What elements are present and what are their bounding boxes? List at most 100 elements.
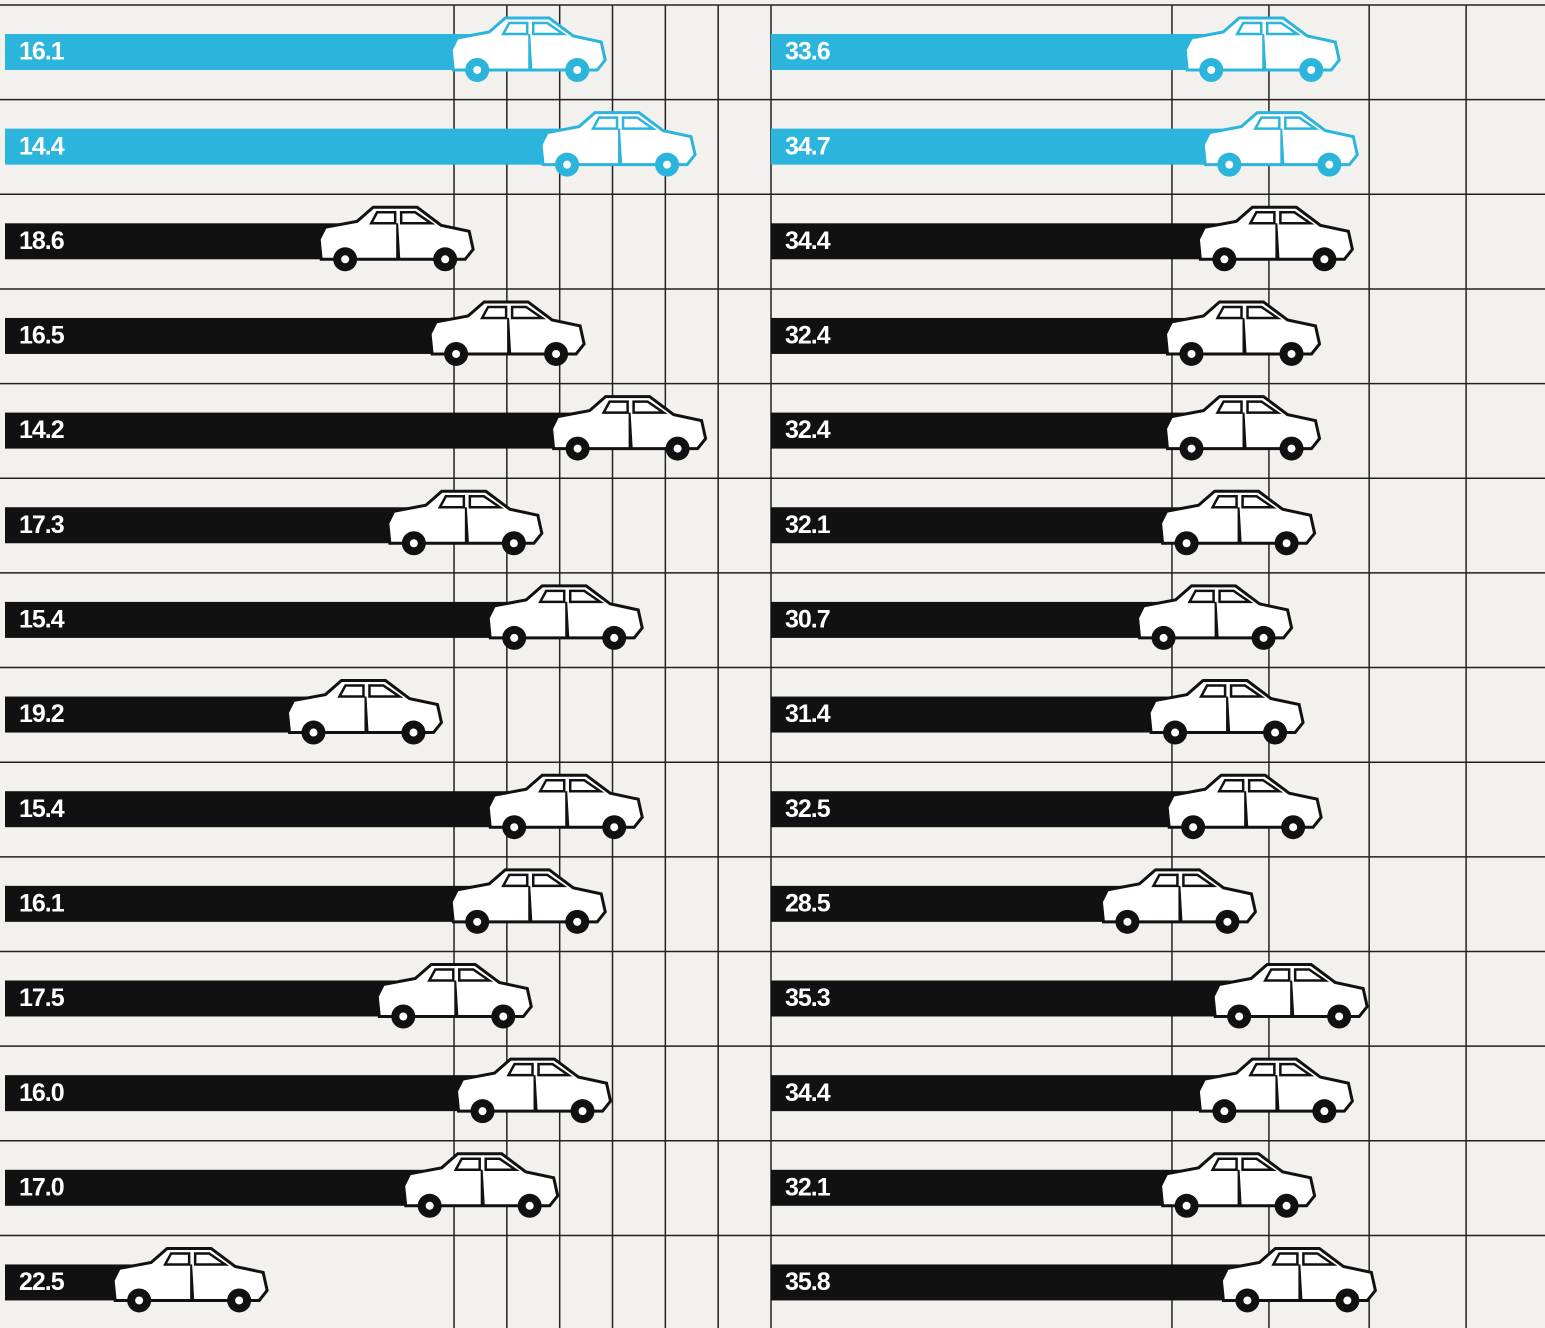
car-hub: [1320, 1107, 1328, 1115]
car-hub: [341, 255, 349, 263]
bar: [771, 207, 1352, 271]
car-hub: [1220, 1107, 1228, 1115]
car-hub: [1207, 66, 1215, 74]
bar-fill: [5, 318, 476, 354]
bar: [771, 965, 1367, 1029]
car-hub: [410, 539, 418, 547]
value-label: 32.4: [785, 416, 831, 444]
bar: [771, 1059, 1352, 1123]
bar-fill: [5, 34, 497, 70]
bar-fill: [771, 697, 1195, 733]
value-label: 15.4: [19, 606, 65, 634]
car-hub: [1288, 350, 1296, 358]
bar: [5, 207, 473, 271]
bar-fill: [5, 129, 587, 165]
value-label: 17.0: [19, 1173, 64, 1201]
car-hub: [235, 1296, 243, 1304]
bar: [771, 586, 1292, 650]
car-hub: [1243, 1296, 1251, 1304]
value-label: 14.4: [19, 132, 65, 160]
bar-fill: [771, 34, 1231, 70]
car-hub: [1189, 823, 1197, 831]
car-hub: [510, 823, 518, 831]
car-hub: [552, 350, 560, 358]
value-label: 28.5: [785, 889, 831, 917]
car-hub: [563, 161, 571, 169]
car-hub: [1271, 729, 1279, 737]
car-hub: [510, 539, 518, 547]
car-hub: [1183, 539, 1191, 547]
car-hub: [499, 1013, 507, 1021]
car-hub: [441, 255, 449, 263]
car-hub: [573, 66, 581, 74]
bar: [5, 775, 642, 839]
car-hub: [135, 1296, 143, 1304]
bar-fill: [771, 1264, 1267, 1300]
car-hub: [610, 823, 618, 831]
bar: [5, 491, 542, 555]
bar: [771, 491, 1315, 555]
car-hub: [1320, 255, 1328, 263]
bar: [5, 1154, 558, 1218]
value-label: 32.4: [785, 322, 831, 350]
bar-fill: [771, 1170, 1207, 1206]
car-hub: [1283, 539, 1291, 547]
value-label: 16.1: [19, 889, 65, 917]
bar: [5, 965, 531, 1029]
car-hub: [473, 66, 481, 74]
bar: [771, 1154, 1315, 1218]
value-label: 35.3: [785, 984, 830, 1012]
value-label: 17.5: [19, 984, 65, 1012]
car-hub: [1335, 1013, 1343, 1021]
value-label: 34.4: [785, 227, 831, 255]
bar: [771, 775, 1321, 839]
car-hub: [526, 1202, 534, 1210]
value-label: 16.0: [19, 1079, 64, 1107]
car-hub: [1343, 1296, 1351, 1304]
value-label: 35.8: [785, 1268, 831, 1296]
car-hub: [1123, 918, 1131, 926]
bar: [5, 1059, 611, 1123]
bar: [5, 18, 605, 82]
bar: [771, 1248, 1375, 1312]
value-label: 14.2: [19, 416, 64, 444]
chart: 16.114.418.616.514.217.315.419.215.416.1…: [0, 0, 1545, 1328]
car-hub: [610, 634, 618, 642]
bar-fill: [771, 981, 1259, 1017]
value-label: 17.3: [19, 511, 64, 539]
page: 16.114.418.616.514.217.315.419.215.416.1…: [0, 0, 1545, 1328]
bar-fill: [5, 1170, 450, 1206]
bar-fill: [5, 886, 497, 922]
value-label: 22.5: [19, 1268, 65, 1296]
car-hub: [473, 918, 481, 926]
bar-fill: [5, 791, 534, 827]
value-label: 30.7: [785, 606, 830, 634]
bar-fill: [771, 507, 1207, 543]
bar-fill: [5, 507, 434, 543]
car-hub: [479, 1107, 487, 1115]
bar: [5, 681, 441, 745]
value-label: 32.1: [785, 1173, 831, 1201]
bar-fill: [5, 413, 598, 449]
bar: [5, 870, 605, 934]
car-hub: [1283, 1202, 1291, 1210]
bar: [5, 586, 642, 650]
car-hub: [1225, 161, 1233, 169]
value-label: 34.4: [785, 1079, 831, 1107]
value-label: 32.5: [785, 795, 831, 823]
value-label: 33.6: [785, 38, 830, 66]
car-hub: [1188, 350, 1196, 358]
car-hub: [1171, 729, 1179, 737]
bar: [5, 302, 584, 366]
car-hub: [674, 445, 682, 453]
bar-fill: [5, 1075, 503, 1111]
car-hub: [426, 1202, 434, 1210]
value-label: 34.7: [785, 132, 830, 160]
car-hub: [309, 729, 317, 737]
value-label: 18.6: [19, 227, 64, 255]
bar: [5, 113, 695, 177]
bar-fill: [771, 413, 1212, 449]
bar-fill: [771, 602, 1184, 638]
car-hub: [1220, 255, 1228, 263]
car-hub: [1288, 445, 1296, 453]
